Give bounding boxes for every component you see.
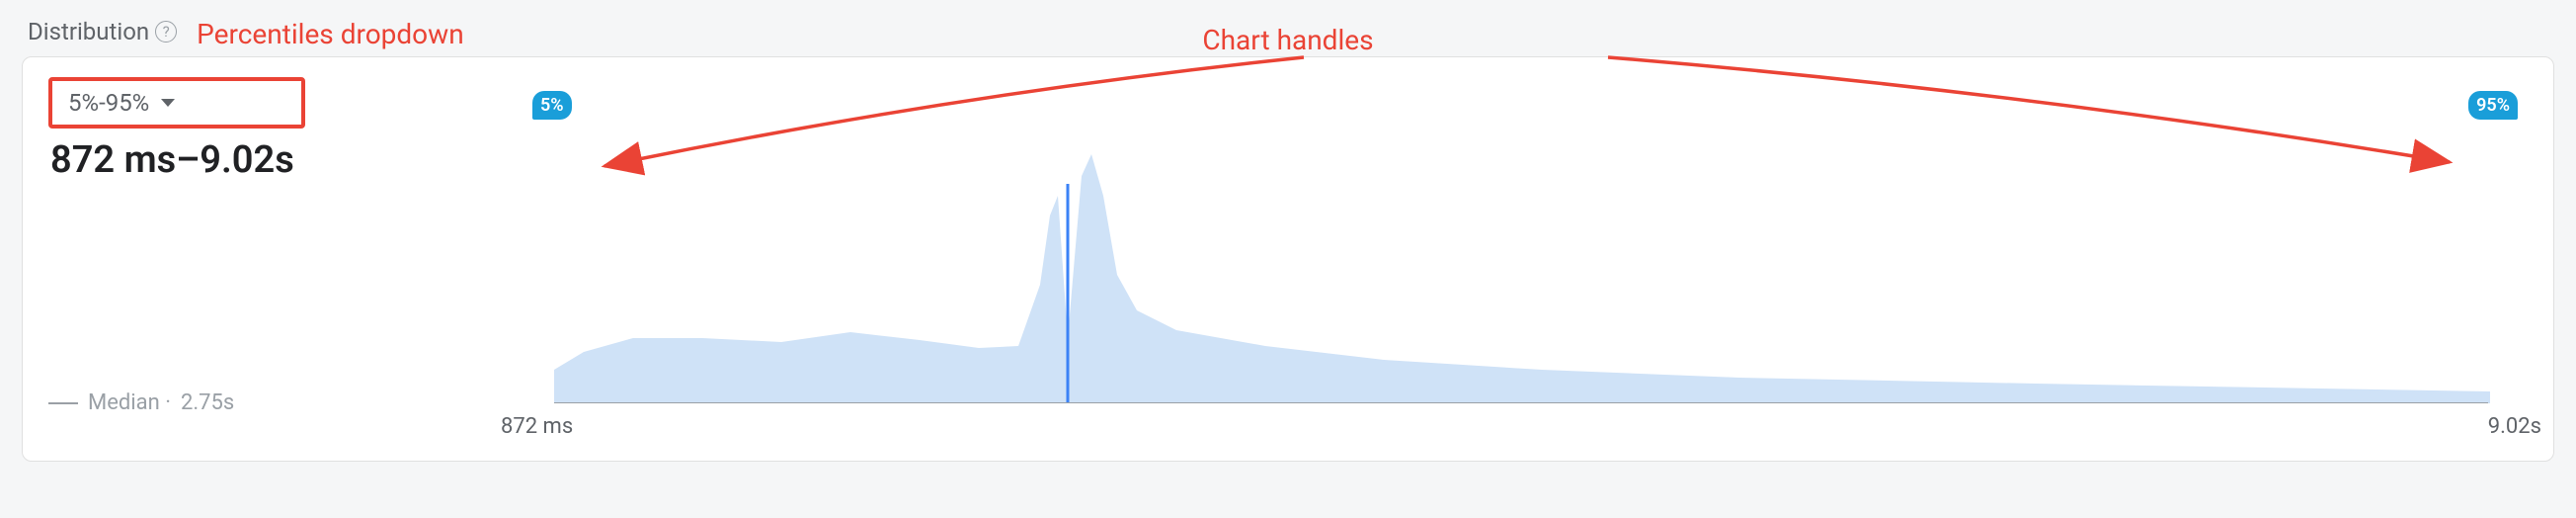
annotation-dropdown-label: Percentiles dropdown <box>197 18 464 50</box>
annotation-handles-label: Chart handles <box>1202 24 1373 56</box>
axis-label-right: 9.02s <box>2488 414 2541 439</box>
axis-label-left: 872 ms <box>501 414 573 439</box>
chart-drag-edge-right[interactable] <box>2484 117 2488 403</box>
annotation-dropdown-highlight: 5%-95% <box>48 77 305 129</box>
percentiles-dropdown-value: 5%-95% <box>68 89 149 117</box>
median-value: 2.75s <box>181 390 234 415</box>
help-icon[interactable]: ? <box>155 21 177 43</box>
chart-handle-left[interactable]: 5% <box>532 91 572 120</box>
median-legend: Median · 2.75s <box>48 390 471 443</box>
median-prefix: Median · <box>88 390 171 415</box>
distribution-chart: 5% 95% 872 ms 9.02s <box>497 57 2553 461</box>
chart-handle-right[interactable]: 95% <box>2468 91 2518 120</box>
distribution-svg <box>554 136 2490 403</box>
section-title-text: Distribution <box>28 18 149 45</box>
chart-drag-edge-left[interactable] <box>554 117 558 403</box>
median-swatch-icon <box>48 402 78 404</box>
percentiles-dropdown[interactable]: 5%-95% <box>68 89 175 117</box>
range-value: 872 ms–9.02s <box>50 138 471 182</box>
card-left-panel: 5%-95% 872 ms–9.02s Median · 2.75s <box>23 57 497 461</box>
chart-baseline <box>554 402 2488 403</box>
section-title: Distribution ? <box>28 18 177 45</box>
chevron-down-icon <box>161 99 175 107</box>
distribution-card: 5%-95% 872 ms–9.02s Median · 2.75s 5% 95… <box>22 56 2554 462</box>
